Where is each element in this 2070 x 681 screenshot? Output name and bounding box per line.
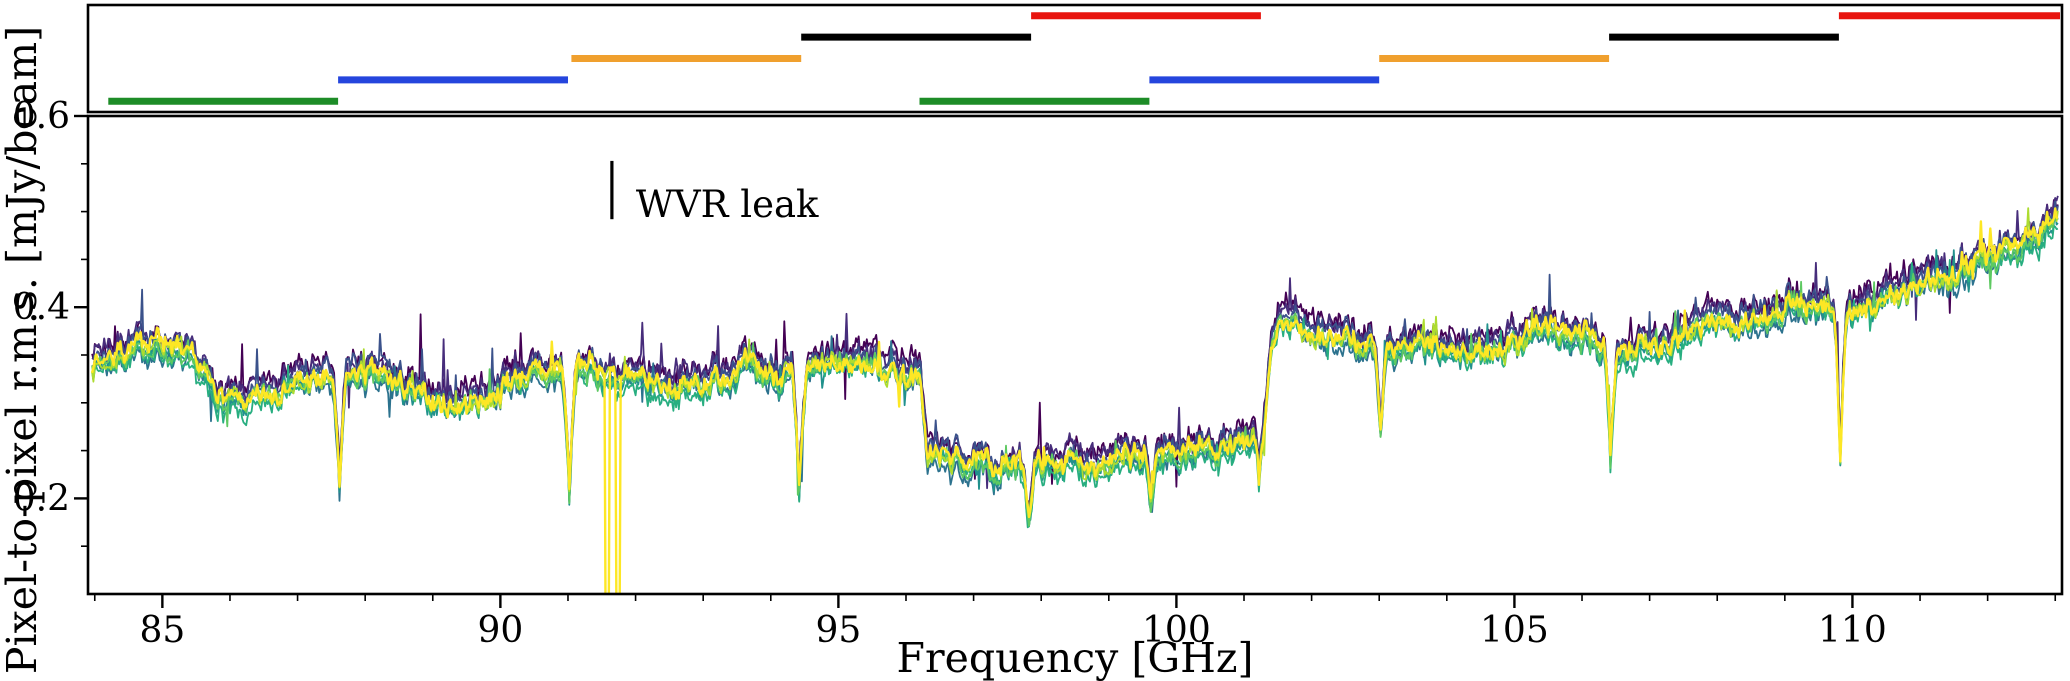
- tick-labels: 85 90 95 100 105 110 0.2 0.4 0.6: [13, 96, 1887, 651]
- y-tick-label: 0.2: [13, 478, 70, 519]
- x-tick-label: 95: [815, 610, 861, 651]
- y-tick-label: 0.6: [13, 96, 70, 137]
- wvr-leak-label: WVR leak: [636, 183, 819, 226]
- noise-traces: [90, 195, 2059, 594]
- noise-trace-9: [90, 207, 2059, 594]
- x-tick-label: 100: [1142, 610, 1211, 651]
- tick-marks: [74, 114, 2057, 608]
- y-axis-label: Pixel-to-pixel r.m.s. [mJy/beam]: [0, 26, 46, 674]
- wvr-annotation: WVR leak: [610, 160, 819, 226]
- x-tick-label: 90: [477, 610, 523, 651]
- spw-coverage-bars: [108, 12, 2060, 105]
- y-tick-label: 0.4: [13, 287, 70, 328]
- x-tick-label: 85: [139, 610, 185, 651]
- top-panel-frame: [86, 3, 2064, 114]
- x-tick-label: 110: [1818, 610, 1887, 651]
- x-tick-label: 105: [1480, 610, 1549, 651]
- x-axis-label: Frequency [GHz]: [897, 634, 1254, 681]
